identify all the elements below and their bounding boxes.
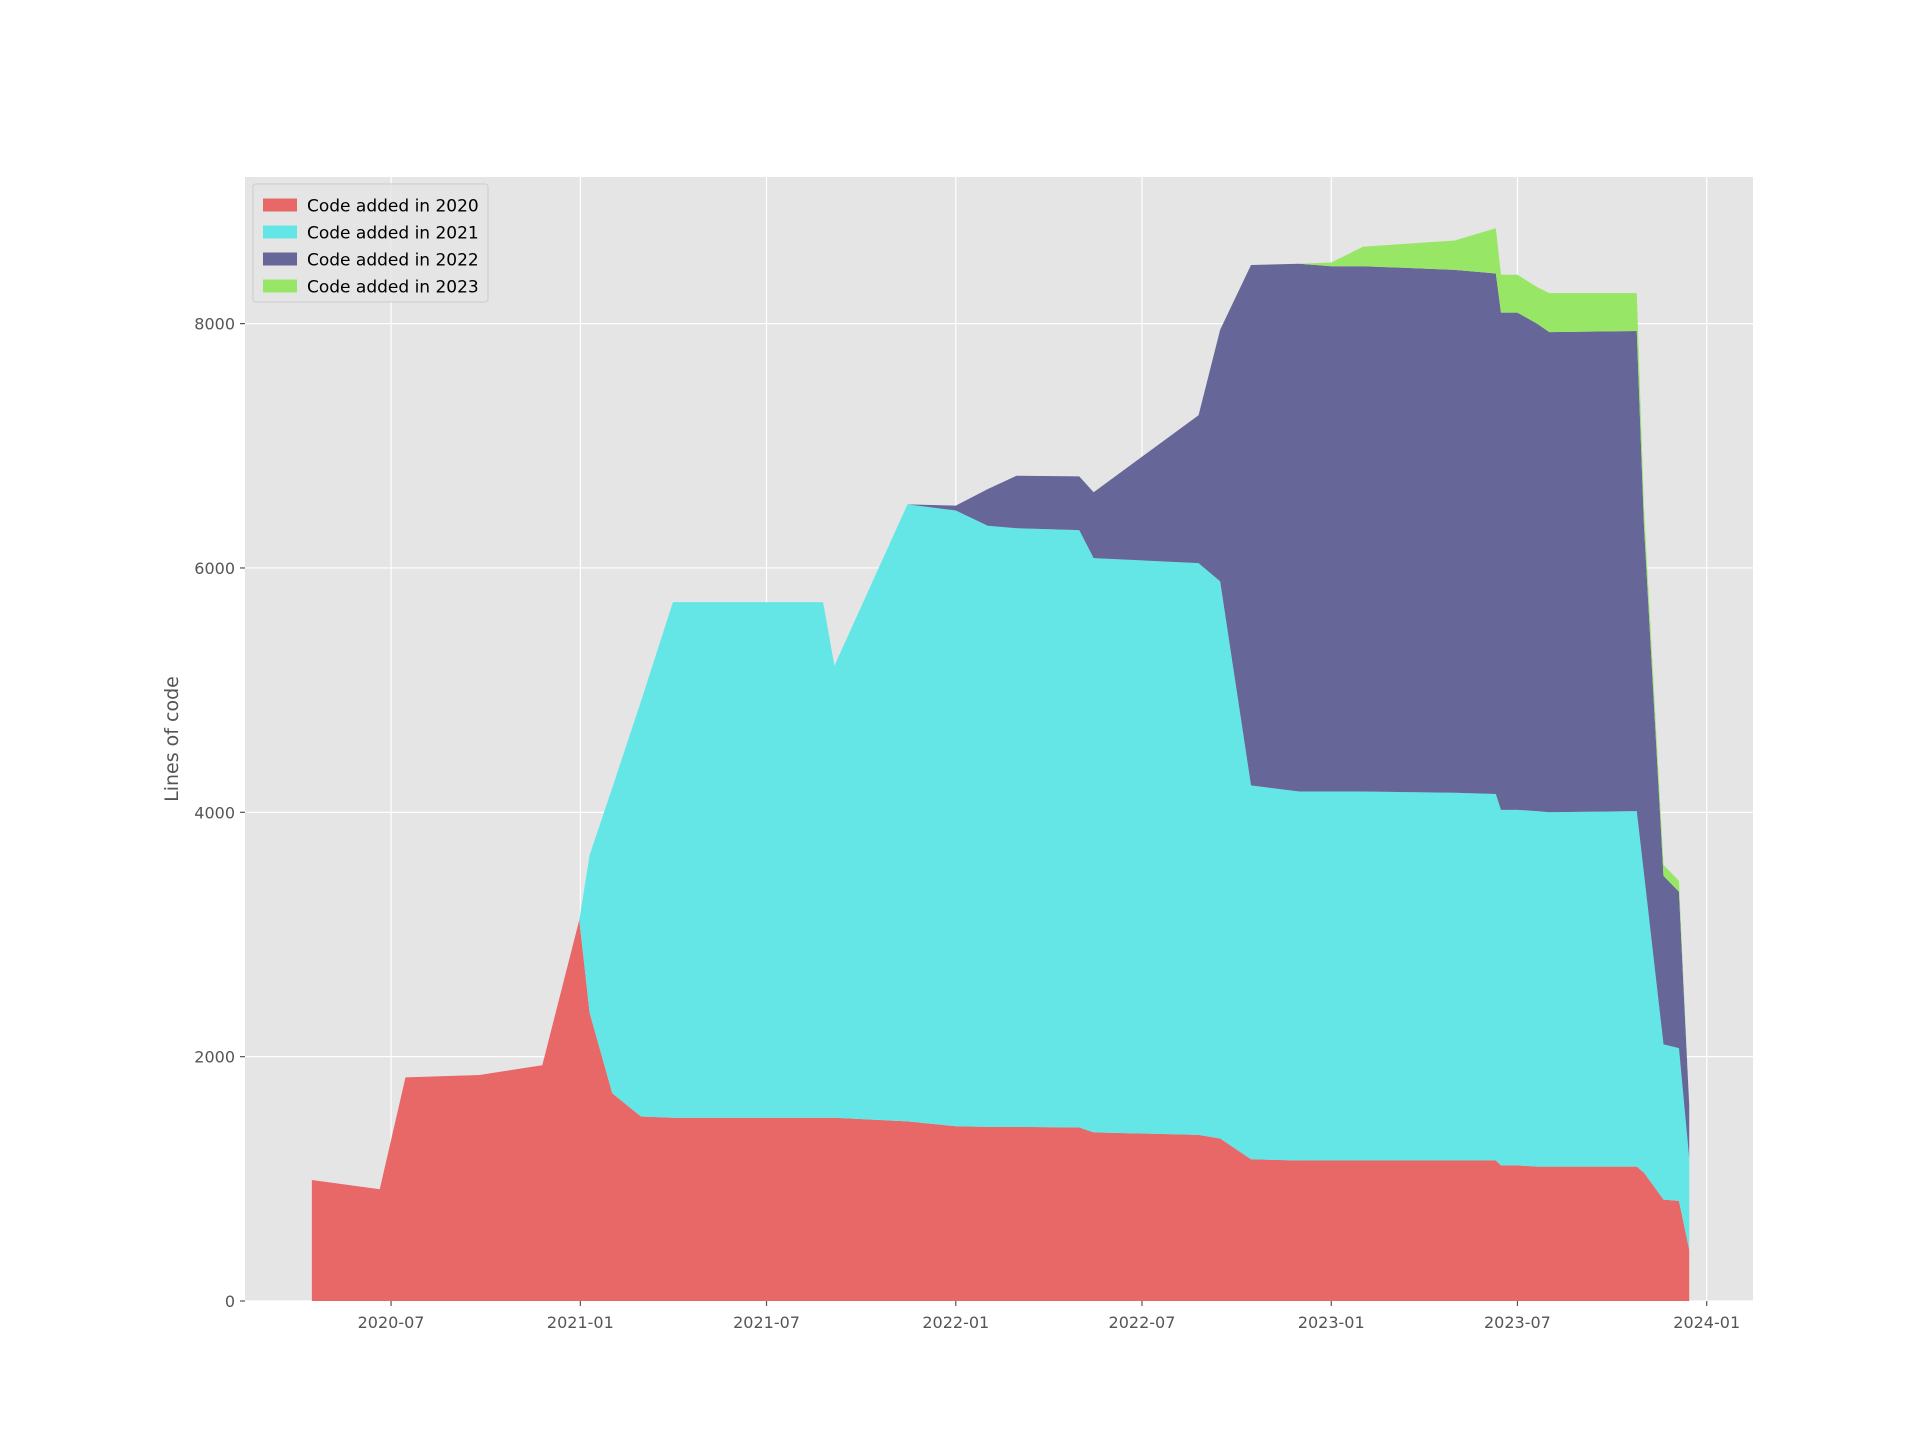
- y-axis-label: Lines of code: [161, 676, 183, 802]
- x-tick-label: 2021-01: [547, 1313, 614, 1332]
- legend: Code added in 2020 Code added in 2021 Code…: [252, 183, 489, 303]
- area-series-2: [311, 504, 1690, 1250]
- y-tick-label: 8000: [194, 315, 235, 334]
- legend-entry: Code added in 2022: [307, 251, 479, 271]
- x-tick-label: 2020-07: [358, 1313, 425, 1332]
- stacked-areas: [311, 228, 1690, 1301]
- x-tick-label: 2023-01: [1298, 1313, 1365, 1332]
- area-series-1: [311, 919, 1690, 1301]
- x-tick-label: 2023-07: [1484, 1313, 1551, 1332]
- legend-entry: Code added in 2021: [307, 224, 479, 244]
- y-tick-label: 4000: [194, 803, 235, 822]
- legend-swatch: [263, 225, 297, 239]
- y-tick-label: 2000: [194, 1048, 235, 1067]
- legend-entry: Code added in 2020: [307, 197, 479, 217]
- legend-frame: [252, 183, 489, 303]
- x-tick-label: 2022-07: [1109, 1313, 1176, 1332]
- y-tick-label: 6000: [194, 559, 235, 578]
- x-tick-label: 2024-01: [1673, 1313, 1740, 1332]
- legend-swatch: [263, 279, 297, 293]
- x-tick-label: 2021-07: [733, 1313, 800, 1332]
- legend-swatch: [263, 252, 297, 266]
- x-tick-label: 2022-01: [922, 1313, 989, 1332]
- area-series-3: [311, 263, 1690, 1190]
- axis-ticks: 0 2000 4000 6000 8000 2020-07 2021-01 2021-07 20…: [194, 315, 1740, 1332]
- y-tick-label: 0: [225, 1292, 235, 1311]
- legend-swatch: [263, 198, 297, 212]
- legend-entry: Code added in 2023: [307, 278, 479, 298]
- area-series-4: [311, 228, 1690, 1190]
